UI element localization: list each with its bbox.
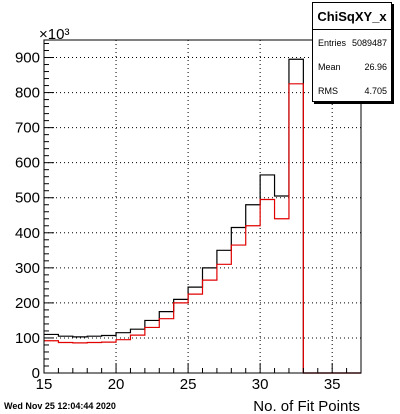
y-tick-label: 500: [15, 190, 40, 207]
histogram-series-1: [44, 83, 361, 374]
y-tick-label: 0: [32, 365, 40, 382]
timestamp: Wed Nov 25 12:04:44 2020: [4, 401, 116, 411]
stats-value: 26.96: [364, 62, 387, 72]
stats-title: ChiSqXY_x: [313, 3, 391, 30]
y-tick-label: 100: [15, 330, 40, 347]
y-multiplier-label: ×10³: [39, 26, 69, 43]
stats-value: 4.705: [364, 86, 387, 96]
y-tick-label: 800: [15, 85, 40, 102]
y-tick-label: 200: [15, 295, 40, 312]
y-tick-label: 400: [15, 225, 40, 242]
x-axis-title: No. of Fit Points: [253, 398, 360, 414]
stats-row-rms: RMS 4.705: [313, 78, 391, 102]
x-tick-label: 20: [108, 376, 125, 393]
stats-row-mean: Mean 26.96: [313, 54, 391, 78]
x-tick-label: 30: [252, 376, 269, 393]
stats-value: 5089487: [351, 38, 387, 48]
stats-box: ChiSqXY_x Entries 5089487 Mean 26.96 RMS…: [312, 2, 392, 102]
stats-label: Mean: [318, 62, 341, 72]
stats-row-entries: Entries 5089487: [313, 30, 391, 54]
y-tick-label: 700: [15, 120, 40, 137]
y-tick-label: 600: [15, 155, 40, 172]
histogram-series-0: [44, 58, 361, 374]
stats-label: Entries: [318, 38, 347, 48]
y-tick-label: 300: [15, 260, 40, 277]
x-tick-label: 35: [324, 376, 341, 393]
x-tick-label: 15: [36, 376, 53, 393]
y-tick-label: 900: [15, 50, 40, 67]
stats-label: RMS: [318, 86, 338, 96]
x-tick-label: 25: [180, 376, 197, 393]
